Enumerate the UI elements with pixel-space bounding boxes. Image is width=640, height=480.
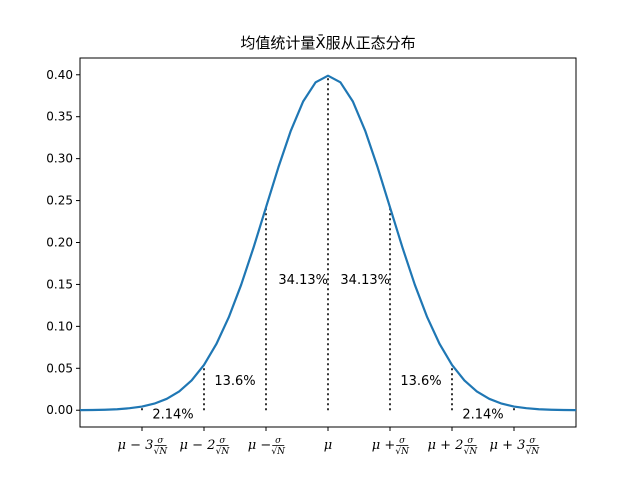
x-tick-prefix: μ − 2 xyxy=(180,438,216,453)
plot-area: 0.00 0.05 0.10 0.15 0.20 0.25 0.30 0.35 0.40 2.14… xyxy=(46,57,577,457)
x-tick-prefix: μ − xyxy=(248,438,271,453)
x-tick-fraction-numerator: σ xyxy=(467,436,474,446)
x-tick-fraction-denominator: √N xyxy=(395,446,410,457)
x-tick-fraction-denominator: √N xyxy=(271,446,286,457)
x-tick-fraction-denominator: √N xyxy=(526,446,541,457)
x-tick-fraction-numerator: σ xyxy=(275,436,282,446)
y-tick-label: 0.05 xyxy=(46,361,73,375)
x-tick-fraction-numerator: σ xyxy=(157,436,164,446)
chart-title: 均值统计量X̄服从正态分布 xyxy=(240,33,415,52)
percentage-annotation: 34.13% xyxy=(340,273,390,288)
x-tick-label: μ + 2 σ√N xyxy=(428,436,479,457)
y-tick-label: 0.15 xyxy=(46,277,73,291)
percentage-annotation: 13.6% xyxy=(400,374,441,389)
percentage-annotation: 2.14% xyxy=(462,407,503,422)
x-tick-fraction-denominator: √N xyxy=(464,446,479,457)
percentage-annotation: 34.13% xyxy=(278,273,328,288)
x-tick-fraction-numerator: σ xyxy=(399,436,406,446)
x-tick-label: μ − σ√N xyxy=(248,436,286,457)
percentage-annotation: 2.14% xyxy=(152,407,193,422)
x-tick-label: μ + σ√N xyxy=(372,436,410,457)
percentage-annotation: 13.6% xyxy=(214,374,255,389)
y-tick-label: 0.35 xyxy=(46,110,73,124)
x-tick-prefix: μ xyxy=(324,438,332,453)
x-tick-fraction-denominator: √N xyxy=(154,446,169,457)
x-tick-prefix: μ + xyxy=(372,438,395,453)
x-tick-label: μ − 3 σ√N xyxy=(118,436,169,457)
x-tick-fraction-numerator: σ xyxy=(219,436,226,446)
density-curve xyxy=(79,74,577,412)
x-tick-fraction-numerator: σ xyxy=(529,436,536,446)
x-tick-prefix: μ + 3 xyxy=(490,438,526,453)
y-tick-label: 0.40 xyxy=(46,68,73,82)
y-tick-label: 0.00 xyxy=(46,403,73,417)
x-tick-fraction-denominator: √N xyxy=(216,446,231,457)
x-tick-label: μ − 2 σ√N xyxy=(180,436,231,457)
y-tick-label: 0.20 xyxy=(46,236,73,250)
y-tick-label: 0.30 xyxy=(46,152,73,166)
x-tick-label: μ + 3 σ√N xyxy=(490,436,541,457)
y-tick-label: 0.25 xyxy=(46,194,73,208)
x-tick-prefix: μ − 3 xyxy=(118,438,154,453)
x-tick-label: μ xyxy=(324,438,332,453)
x-tick-prefix: μ + 2 xyxy=(428,438,464,453)
y-tick-label: 0.10 xyxy=(46,319,73,333)
